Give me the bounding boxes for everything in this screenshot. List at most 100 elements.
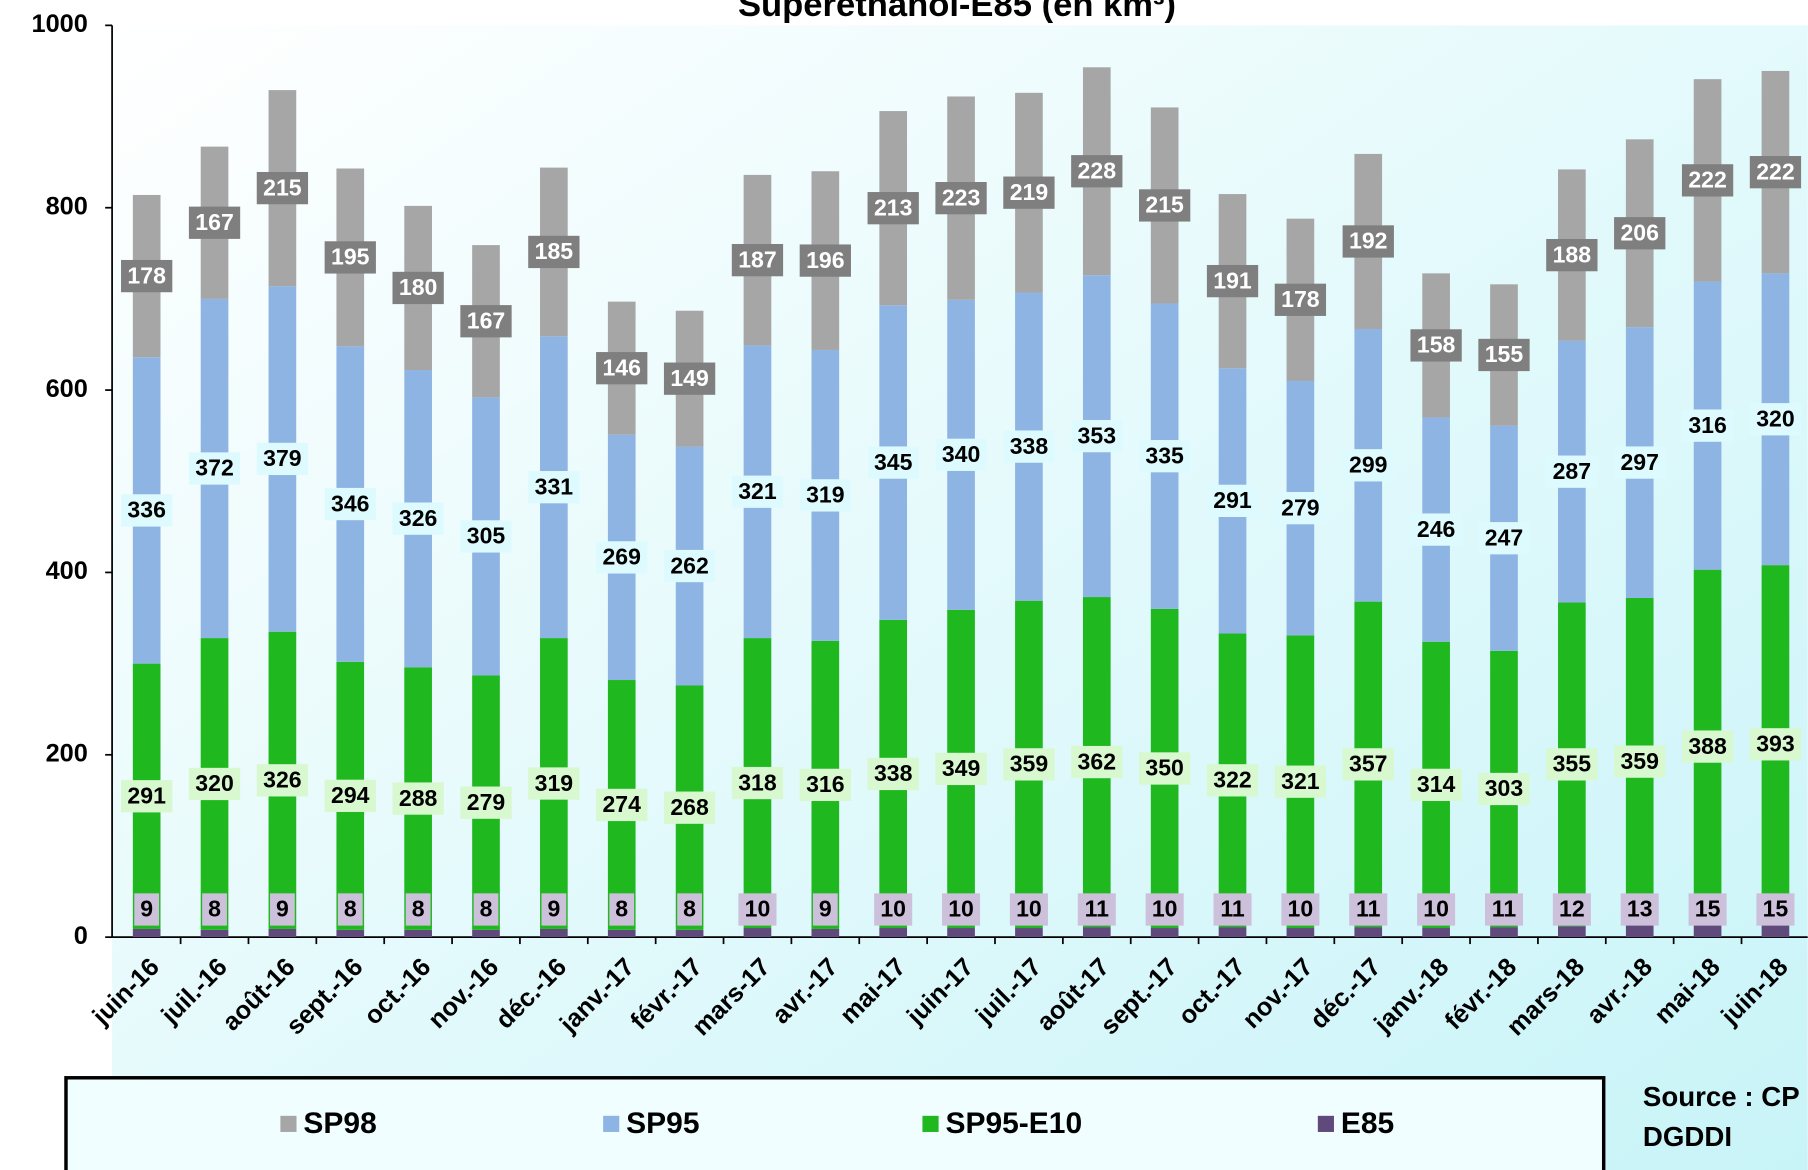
value-label-text: 222: [1688, 167, 1726, 193]
bar-segment: [1015, 928, 1043, 938]
value-label: 146: [596, 352, 648, 385]
value-label: 338: [1003, 430, 1055, 463]
value-label-box: [731, 766, 784, 800]
value-label-text: 291: [127, 783, 166, 809]
value-label-text: 158: [1417, 332, 1456, 358]
value-label-box: [799, 479, 851, 512]
value-label: 196: [799, 244, 851, 277]
value-label: 180: [392, 271, 444, 305]
value-label-box: [1546, 455, 1598, 488]
value-label: 346: [324, 487, 376, 521]
value-label-text: 268: [670, 794, 709, 820]
value-label-box: [596, 788, 648, 822]
value-label-box: [1620, 893, 1659, 926]
value-label-text: 11: [1492, 896, 1517, 922]
value-label: 340: [935, 438, 987, 471]
value-label-text: 215: [263, 174, 302, 200]
value-label-text: 279: [467, 789, 505, 815]
value-label-box: [677, 893, 702, 926]
value-label-box: [134, 893, 160, 926]
value-label: 294: [324, 779, 376, 812]
value-label-box: [1281, 893, 1320, 926]
value-label-box: [1749, 403, 1802, 436]
y-tick-label: 1000: [31, 10, 87, 38]
value-label-box: [1342, 748, 1394, 781]
value-label-box: [731, 475, 784, 508]
value-label: 15: [1756, 893, 1795, 926]
value-label-box: [1206, 764, 1259, 797]
value-label-text: 287: [1553, 458, 1591, 484]
value-label-text: 340: [942, 441, 980, 467]
value-label-box: [121, 494, 173, 527]
legend-label: SP95-E10: [945, 1107, 1082, 1140]
bar-segment: [1558, 926, 1586, 938]
value-label-box: [935, 752, 987, 786]
value-label-text: 262: [670, 552, 708, 578]
value-label-box: [1681, 730, 1734, 763]
value-label-text: 316: [1688, 412, 1726, 438]
value-label: 322: [1206, 764, 1259, 797]
value-label-box: [738, 893, 777, 926]
legend-label: SP95: [626, 1107, 699, 1140]
value-label-box: [596, 541, 648, 574]
value-label: 316: [799, 768, 851, 802]
value-label-text: 294: [331, 782, 370, 808]
value-label: 15: [1688, 893, 1727, 926]
value-label-box: [473, 893, 499, 926]
value-label-box: [1614, 446, 1666, 479]
value-label-text: 299: [1349, 452, 1387, 478]
bar-segment: [472, 929, 500, 938]
value-label: 319: [799, 479, 851, 512]
value-label: 10: [874, 893, 913, 926]
value-label: 262: [663, 549, 716, 583]
value-label: 320: [188, 767, 241, 801]
value-label-text: 331: [535, 473, 574, 499]
value-label-box: [935, 182, 987, 215]
bar-segment: [947, 928, 975, 938]
value-label: 355: [1546, 748, 1598, 781]
value-label-box: [1478, 338, 1530, 372]
value-label-box: [663, 362, 716, 395]
value-label-box: [324, 779, 376, 812]
value-label-text: 350: [1145, 755, 1183, 781]
value-label-box: [874, 893, 913, 926]
value-label-box: [256, 442, 309, 476]
value-label-text: 338: [1010, 433, 1049, 459]
value-label-box: [1349, 893, 1388, 926]
value-label-text: 393: [1756, 731, 1794, 757]
value-label-text: 13: [1627, 896, 1653, 922]
value-label-text: 288: [399, 785, 438, 811]
value-label: 362: [1071, 745, 1123, 779]
value-label-text: 336: [127, 497, 165, 523]
value-label-box: [1342, 449, 1394, 482]
value-label-box: [460, 786, 512, 819]
value-label-text: 8: [683, 896, 696, 922]
value-label: 274: [596, 788, 648, 822]
value-label: 8: [609, 893, 635, 926]
value-label-text: 346: [331, 490, 369, 516]
value-label: 9: [134, 893, 160, 926]
legend-swatch: [1317, 1115, 1334, 1132]
value-label-text: 318: [738, 769, 777, 795]
value-label-box: [1274, 492, 1327, 525]
value-label: 297: [1614, 446, 1666, 479]
value-label: 326: [392, 502, 444, 535]
value-label-box: [256, 171, 309, 205]
value-label: 149: [663, 362, 716, 395]
value-label: 8: [337, 893, 363, 926]
value-label-box: [188, 767, 241, 801]
value-label: 268: [663, 791, 716, 824]
value-label-text: 9: [819, 896, 832, 922]
value-label-text: 355: [1553, 751, 1592, 777]
value-label-box: [1688, 893, 1727, 926]
value-label-text: 359: [1620, 748, 1658, 774]
value-label-text: 213: [874, 194, 912, 220]
value-label: 8: [405, 893, 431, 926]
value-label: 178: [1274, 283, 1327, 316]
value-label-text: 206: [1620, 219, 1658, 245]
value-label: 222: [1681, 164, 1734, 197]
value-label-text: 15: [1695, 896, 1721, 922]
value-label-text: 8: [208, 896, 221, 922]
value-label-box: [1274, 283, 1327, 316]
value-label-text: 379: [263, 445, 301, 471]
